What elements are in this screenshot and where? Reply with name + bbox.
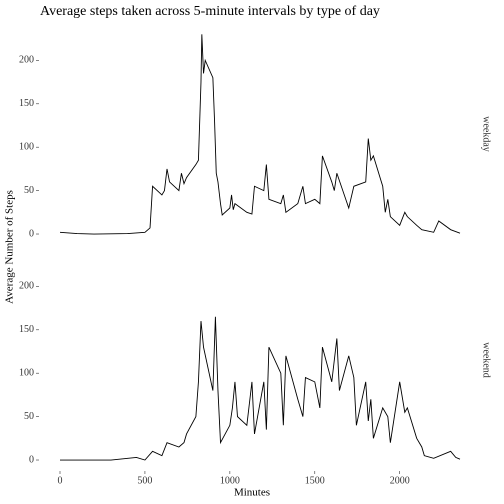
y-tick-label: 100 xyxy=(19,367,34,378)
x-tick-label: 500 xyxy=(137,475,152,486)
y-tick-label: 0 xyxy=(29,228,34,239)
x-tick-label: 2000 xyxy=(390,475,410,486)
x-tick-label: 1000 xyxy=(220,475,240,486)
x-tick-label: 1500 xyxy=(305,475,325,486)
facet-label: weekday xyxy=(481,116,492,152)
x-axis-title: Minutes xyxy=(234,487,270,499)
y-tick-label: 50 xyxy=(24,185,34,196)
data-line xyxy=(60,316,461,461)
y-axis-title: Average Number of Steps xyxy=(4,190,16,304)
y-tick-label: 100 xyxy=(19,141,34,152)
y-tick-label: 200 xyxy=(19,281,34,292)
y-tick-label: 200 xyxy=(19,55,34,66)
y-tick-label: 150 xyxy=(19,98,34,109)
facet-label: weekend xyxy=(481,342,492,378)
data-line xyxy=(59,34,461,235)
chart-title: Average steps taken across 5-minute inte… xyxy=(40,4,380,19)
y-tick-label: 0 xyxy=(29,454,34,465)
x-tick-label: 0 xyxy=(58,475,63,486)
y-tick-label: 50 xyxy=(24,411,34,422)
y-tick-label: 150 xyxy=(19,324,34,335)
